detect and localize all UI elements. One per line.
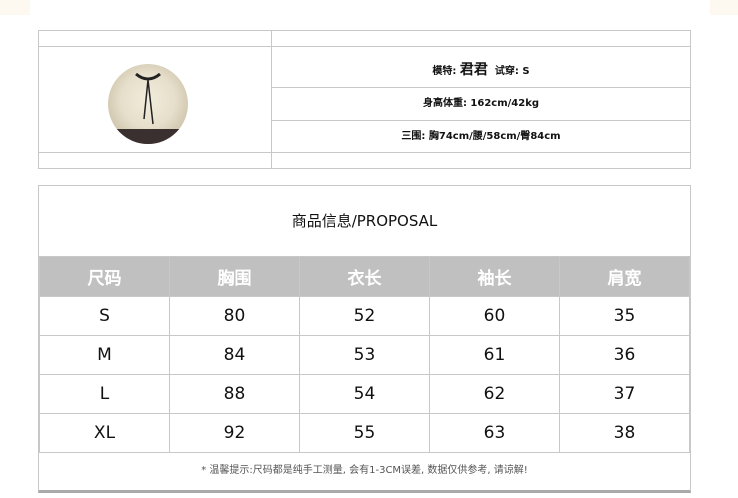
header-sleeve: 袖长	[428, 256, 560, 297]
cell: 53	[298, 335, 430, 375]
cell: 84	[168, 335, 300, 375]
model-name-row: 模特: 君君 试穿: S	[432, 62, 530, 78]
model-name: 君君	[459, 62, 488, 78]
cell: 38	[558, 413, 691, 453]
cell: 54	[298, 374, 430, 414]
height-weight: 身高体重: 162cm/42kg	[422, 98, 540, 109]
cell: 61	[428, 335, 560, 375]
header-length: 衣长	[298, 256, 430, 297]
cell: 52	[298, 296, 430, 336]
model-photo	[108, 64, 188, 144]
cell: S	[39, 296, 170, 336]
model-info-table: 模特: 君君 试穿: S 身高体重: 162cm/42kg 三围: 胸74cm/…	[38, 30, 691, 169]
top-right-banner-edge	[710, 0, 738, 15]
measurements: 三围: 胸74cm/腰/58cm/臀84cm	[401, 131, 561, 142]
measurement-note: * 温馨提示:尺码都是纯手工测量, 会有1-3CM误差, 数据仅供参考, 请谅解…	[201, 465, 528, 476]
table-header-row: 尺码 胸围 衣长 袖长 肩宽	[39, 256, 691, 297]
table-row: L 88 54 62 37	[39, 374, 691, 414]
header-bust: 胸围	[168, 256, 300, 297]
header-size: 尺码	[39, 256, 170, 297]
cell: 88	[168, 374, 300, 414]
cell: 63	[428, 413, 560, 453]
table-row: M 84 53 61 36	[39, 335, 691, 375]
cell: 36	[558, 335, 691, 375]
header-shoulder: 肩宽	[558, 256, 691, 297]
cell: 62	[428, 374, 560, 414]
cell: 37	[558, 374, 691, 414]
cell: 60	[428, 296, 560, 336]
cell: M	[39, 335, 170, 375]
cell: 92	[168, 413, 300, 453]
size-table: 尺码 胸围 衣长 袖长 肩宽 S 80 52 60 35 M 84 53 61 …	[39, 256, 691, 453]
tried-size: 试穿: S	[494, 66, 530, 77]
cell: 80	[168, 296, 300, 336]
cell: XL	[39, 413, 170, 453]
cell: 55	[298, 413, 430, 453]
size-chart-title: 商品信息/PROPOSAL	[291, 212, 438, 230]
size-chart: 商品信息/PROPOSAL 尺码 胸围 衣长 袖长 肩宽 S 80 52 60 …	[38, 185, 691, 493]
table-row: S 80 52 60 35	[39, 296, 691, 336]
top-left-banner-edge	[0, 0, 30, 15]
cell: 35	[558, 296, 691, 336]
cell: L	[39, 374, 170, 414]
table-row: XL 92 55 63 38	[39, 413, 691, 453]
